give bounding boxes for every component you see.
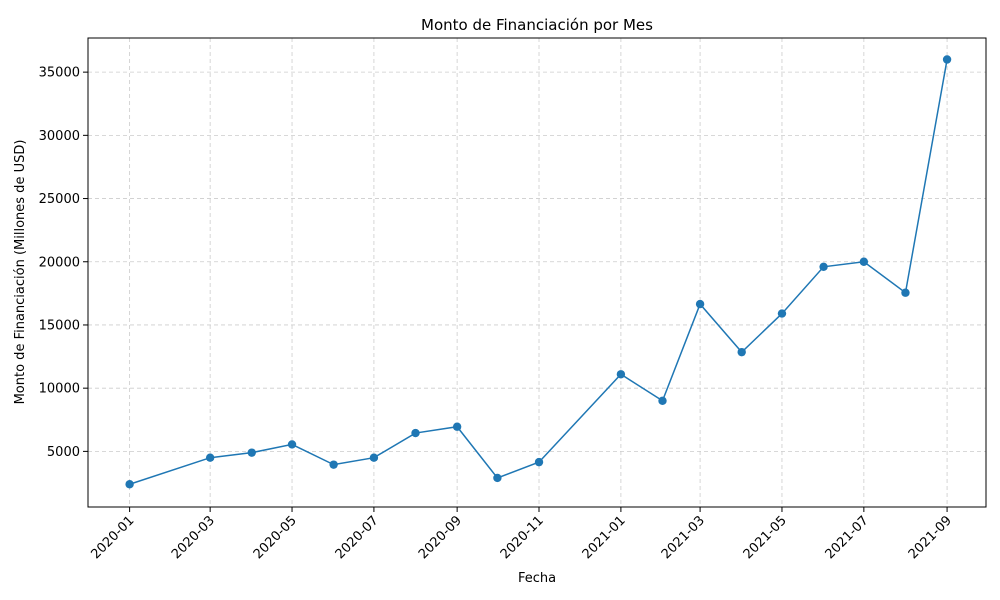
data-point [287, 440, 297, 449]
grid [88, 38, 986, 507]
x-tick-label: 2021-09 [906, 513, 955, 562]
plot-frame [87, 37, 987, 508]
chart-title: Monto de Financiación por Mes [421, 16, 653, 34]
axis-ticks: 2020-01 2020-03 2020-05 2020-07 2020-09 2020-… [39, 66, 955, 563]
x-tick-label: 2020-11 [498, 513, 547, 562]
data-point [329, 460, 338, 469]
data-point [695, 299, 705, 309]
x-tick-label: 2020-05 [251, 513, 300, 562]
data-point [493, 473, 502, 483]
y-axis-label: Monto de Financiación (Millones de USD) [13, 140, 28, 405]
x-tick-label: 2021-05 [741, 513, 790, 562]
data-point [777, 309, 787, 318]
data-point [205, 453, 215, 462]
y-tick-label: 30000 [39, 129, 80, 144]
y-tick-label: 10000 [39, 382, 80, 397]
y-tick-label: 35000 [39, 66, 80, 81]
data-point [901, 288, 910, 297]
data-point [247, 448, 256, 457]
data-point [411, 428, 420, 438]
y-tick-label: 15000 [39, 318, 80, 333]
data-point [658, 396, 667, 406]
x-tick-label: 2020-03 [169, 513, 218, 562]
x-axis-label: Fecha [518, 571, 556, 586]
data-point [616, 370, 626, 379]
x-tick-label: 2020-01 [88, 513, 137, 562]
x-tick-label: 2020-07 [333, 513, 382, 562]
x-tick-label: 2020-09 [416, 513, 465, 562]
data-point [452, 422, 462, 431]
y-tick-label: 5000 [47, 445, 80, 460]
series-line [129, 59, 948, 485]
data-point [369, 453, 379, 462]
y-tick-label: 20000 [39, 255, 80, 270]
series-funding [125, 55, 952, 489]
data-point [819, 262, 828, 272]
data-point [125, 480, 134, 489]
data-point [942, 55, 952, 64]
data-point [534, 457, 544, 467]
x-tick-label: 2021-07 [823, 513, 872, 562]
x-tick-label: 2021-03 [659, 513, 708, 562]
data-point [859, 257, 869, 266]
y-tick-label: 25000 [39, 192, 80, 207]
data-point [737, 347, 746, 357]
x-tick-label: 2021-01 [580, 513, 629, 562]
